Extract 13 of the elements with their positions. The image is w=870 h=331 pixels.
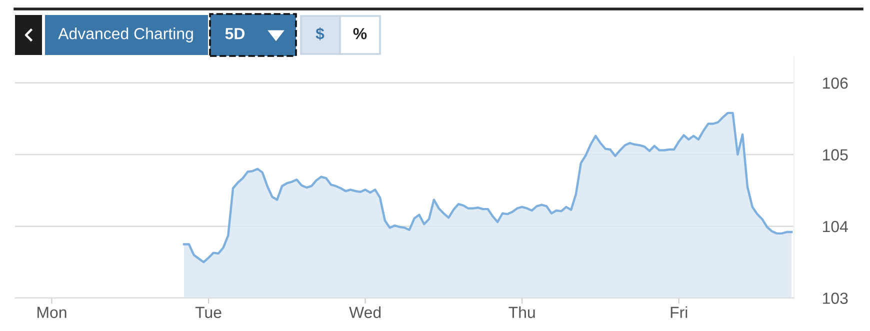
x-tick-label: Wed: [349, 306, 381, 318]
text: Advanced Charting: [58, 28, 193, 42]
y-tick-label: 106: [822, 77, 848, 89]
x-tick-label: Thu: [508, 306, 535, 318]
text: 5D: [225, 28, 245, 40]
y-tick-label: 103: [822, 292, 848, 304]
x-tick-label: Fri: [670, 306, 688, 318]
text: %: [353, 28, 367, 40]
x-tick-label: Mon: [38, 306, 66, 318]
x-tick-label: Tue: [195, 306, 222, 318]
y-tick-label: 105: [822, 149, 848, 160]
y-tick-label: 104: [822, 220, 848, 232]
text: $: [316, 27, 324, 40]
